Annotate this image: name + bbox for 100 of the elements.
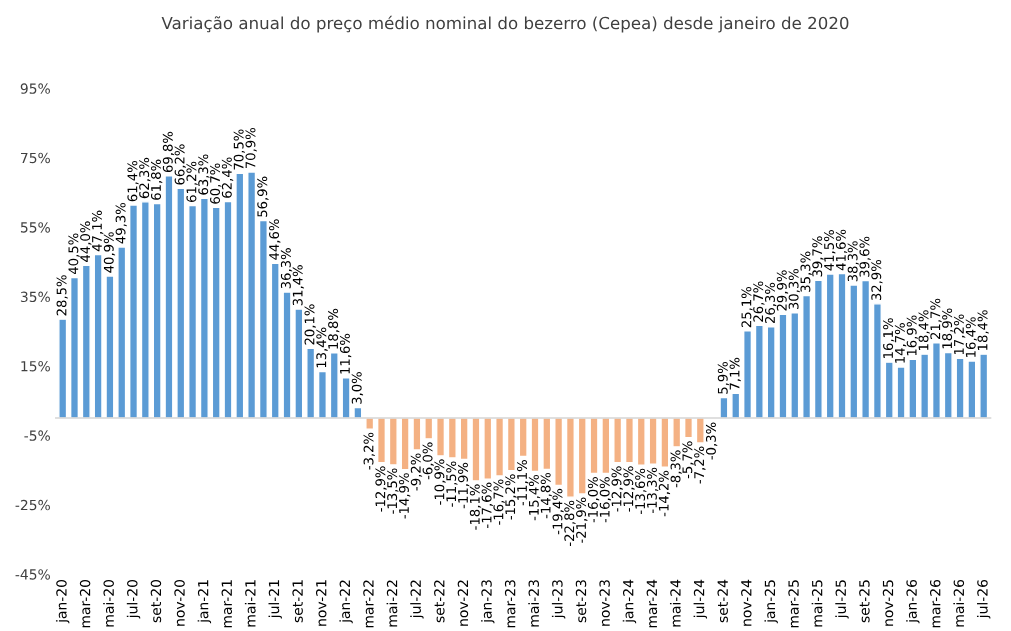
bar — [872, 303, 882, 419]
bar — [766, 326, 776, 419]
data-label: 69,8% — [162, 131, 175, 173]
bar — [577, 417, 587, 495]
data-label: -14,8% — [540, 472, 552, 519]
data-label: 30,3% — [788, 268, 800, 310]
data-label: 40,5% — [68, 233, 80, 275]
data-label: -11,5% — [446, 461, 458, 507]
bar — [955, 357, 965, 419]
data-label: 3,0% — [351, 372, 364, 404]
y-tick-label: -45% — [15, 569, 50, 580]
x-tick-label: set-23 — [575, 580, 587, 623]
data-label: 26,3% — [765, 282, 777, 324]
bar — [719, 396, 729, 419]
x-tick-label: mar-26 — [929, 579, 941, 628]
bar — [105, 275, 115, 419]
data-label: 66,2% — [174, 144, 186, 185]
data-label: -5,7% — [682, 441, 694, 479]
bar — [884, 361, 894, 419]
data-label: 60,7% — [210, 163, 222, 204]
x-tick-label: mar-24 — [646, 579, 658, 628]
bar — [235, 172, 245, 419]
bar — [436, 417, 446, 457]
bar — [341, 377, 351, 419]
bar — [270, 262, 280, 419]
x-tick-label: jul-26 — [976, 579, 991, 619]
bar — [506, 417, 516, 472]
bar — [743, 330, 753, 419]
bar — [908, 358, 918, 419]
bar — [211, 206, 221, 419]
bar — [69, 276, 80, 419]
x-tick-label: nov-20 — [174, 579, 185, 626]
data-label: -8,3% — [670, 450, 682, 488]
data-label: 49,3% — [115, 202, 127, 244]
data-label: 25,1% — [741, 286, 753, 328]
bar — [695, 417, 705, 444]
bar — [495, 417, 505, 477]
bar — [931, 342, 941, 419]
data-label: 61,8% — [151, 159, 163, 200]
data-label: 32,9% — [871, 259, 883, 301]
x-tick-label: jan-24 — [622, 579, 637, 624]
x-tick-label: set-22 — [434, 580, 445, 623]
y-tick-label: -25% — [15, 499, 50, 511]
bar — [636, 417, 646, 466]
y-tick-label: -5% — [24, 430, 50, 441]
bar — [943, 351, 953, 419]
data-label: -3,2% — [363, 432, 375, 470]
x-tick-label: nov-22 — [457, 580, 469, 626]
bar — [164, 175, 174, 419]
bar — [81, 264, 91, 419]
data-label: 14,7% — [894, 323, 907, 363]
data-label: -18,1% — [469, 484, 482, 530]
bar — [979, 353, 989, 419]
bar — [400, 417, 410, 471]
data-label: -13,5% — [387, 468, 399, 514]
bar — [565, 417, 575, 498]
data-label: -17,6% — [481, 482, 493, 528]
x-tick-label: mai-23 — [528, 580, 540, 627]
data-label: 18,4% — [918, 310, 930, 350]
data-label: 39,6% — [859, 236, 871, 277]
data-label: -21,9% — [576, 497, 588, 543]
x-tick-label: jan-25 — [764, 580, 778, 624]
bar — [258, 219, 268, 419]
bar — [731, 392, 741, 419]
bar — [247, 171, 257, 419]
data-label: -6,0% — [422, 442, 434, 480]
data-label: -13,6% — [635, 468, 647, 515]
data-label: 18,9% — [942, 308, 954, 349]
data-label: -11,9% — [458, 462, 470, 509]
data-label: 44,0% — [80, 221, 92, 262]
bar — [861, 279, 871, 419]
data-label: 16,1% — [883, 318, 895, 358]
bar — [542, 417, 552, 471]
bar — [613, 417, 623, 464]
data-label: 16,4% — [965, 317, 978, 357]
bar — [530, 417, 540, 473]
x-tick-label: mai-20 — [103, 579, 114, 627]
bar — [648, 417, 658, 465]
x-tick-label: jul-21 — [268, 580, 282, 619]
data-label: 63,3% — [198, 154, 210, 195]
bar — [58, 318, 68, 419]
bar — [447, 417, 457, 459]
data-label: 35,3% — [800, 251, 812, 292]
data-label: -11,1% — [517, 460, 529, 506]
x-tick-label: jan-21 — [197, 580, 212, 624]
bar — [518, 417, 528, 458]
data-label: -12,9% — [375, 466, 387, 512]
data-label: 29,9% — [776, 270, 789, 311]
data-label: 56,9% — [257, 176, 269, 217]
data-label: -12,9% — [611, 466, 623, 512]
data-label: 44,6% — [269, 219, 281, 260]
bar — [140, 201, 150, 419]
bar — [554, 417, 564, 487]
x-tick-label: mar-21 — [221, 580, 233, 628]
data-label: 62,3% — [139, 157, 151, 199]
y-tick-label: 75% — [21, 152, 50, 164]
x-tick-label: jan-23 — [481, 580, 495, 624]
bar — [117, 246, 127, 419]
x-tick-label: nov-23 — [599, 580, 610, 626]
y-tick-label: 35% — [20, 291, 50, 303]
